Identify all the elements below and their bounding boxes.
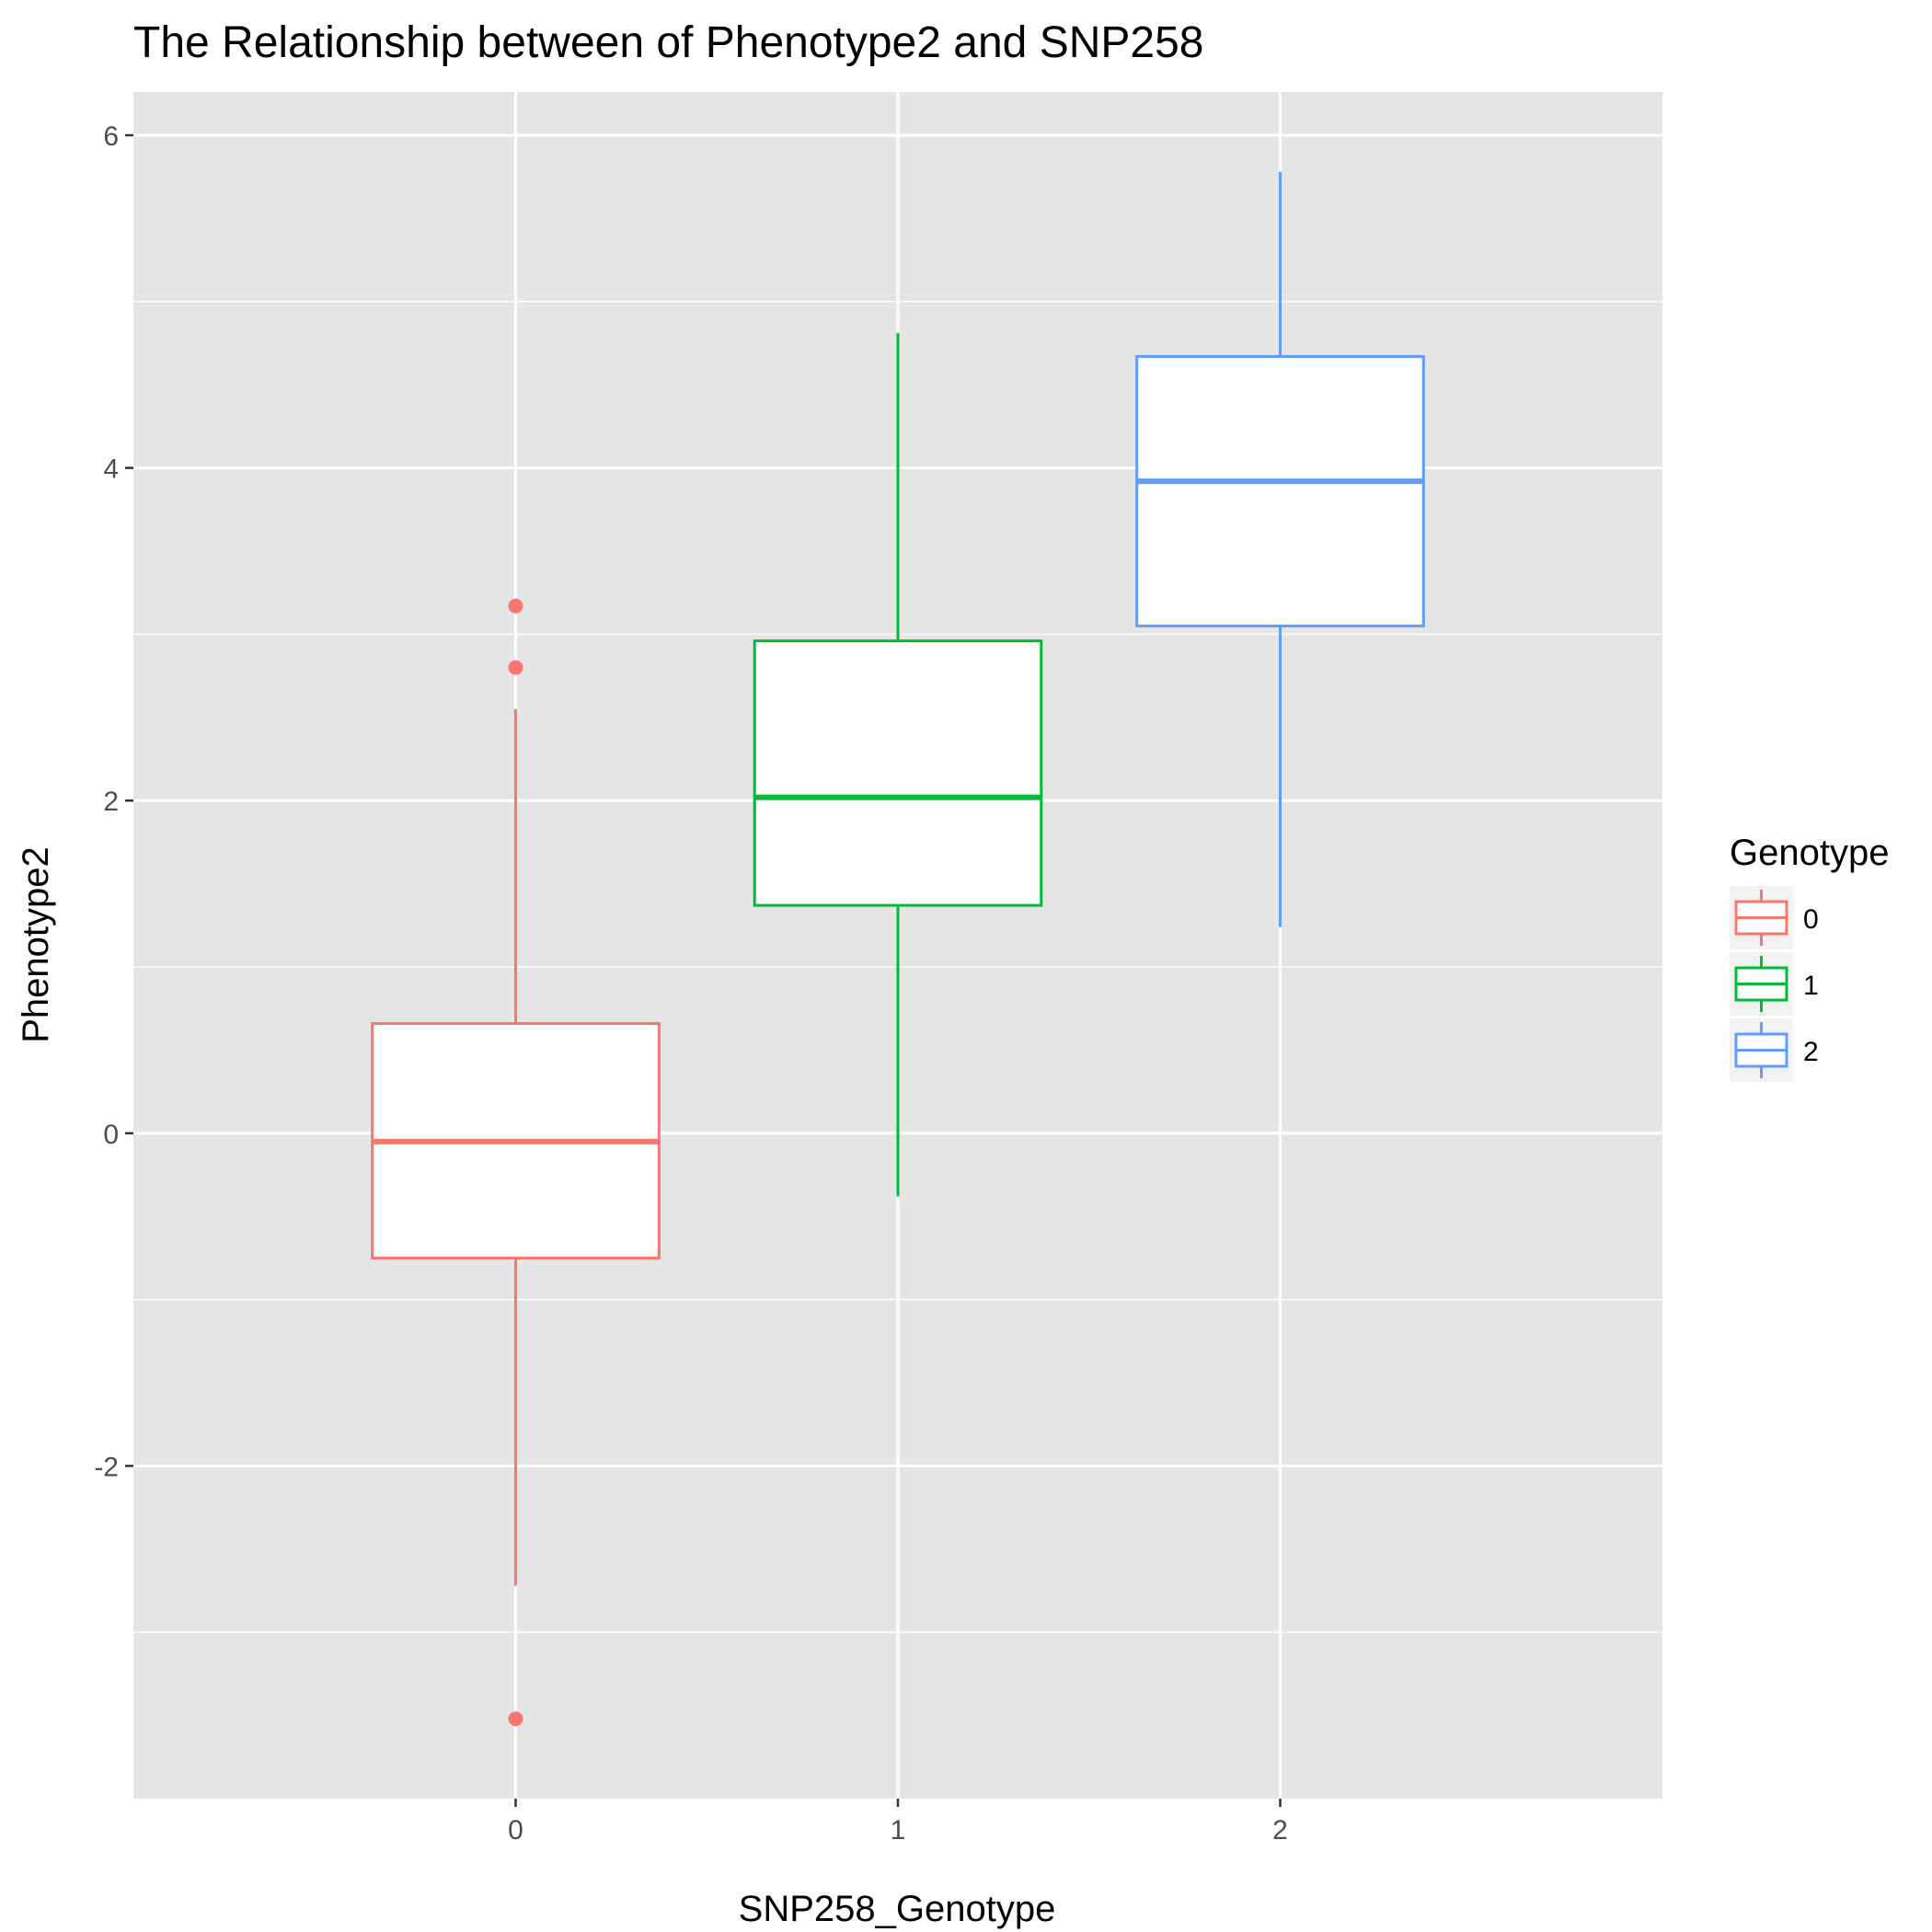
legend-title: Genotype bbox=[1730, 833, 1889, 873]
boxplot-genotype-2 bbox=[1135, 171, 1425, 927]
interquartile-box bbox=[753, 639, 1043, 907]
y-tick-label: 2 bbox=[103, 787, 119, 817]
y-tick-label: 4 bbox=[103, 454, 119, 485]
x-tick-label: 1 bbox=[891, 1815, 906, 1846]
outlier-point bbox=[508, 1711, 523, 1727]
legend-label: 0 bbox=[1803, 904, 1819, 935]
interquartile-box bbox=[1135, 354, 1425, 627]
legend-key-1 bbox=[1730, 952, 1793, 1016]
outlier-point bbox=[508, 660, 523, 675]
y-axis-label: Phenotype2 bbox=[16, 846, 56, 1043]
boxplots bbox=[371, 171, 1425, 1727]
y-tick-label: 6 bbox=[103, 121, 119, 152]
legend-label: 1 bbox=[1803, 971, 1819, 1001]
y-axis: -2 0 2 4 6 bbox=[94, 121, 133, 1482]
boxplot-genotype-1 bbox=[753, 333, 1043, 1197]
boxplot-genotype-0 bbox=[371, 598, 661, 1727]
chart-title: The Relationship between of Phenotype2 a… bbox=[133, 18, 1203, 67]
x-tick-label: 2 bbox=[1272, 1815, 1288, 1846]
legend-label: 2 bbox=[1803, 1037, 1819, 1067]
x-axis: 0 1 2 bbox=[508, 1799, 1288, 1846]
x-tick-label: 0 bbox=[508, 1815, 523, 1846]
legend-key-2 bbox=[1730, 1018, 1793, 1082]
outlier-point bbox=[508, 598, 523, 614]
y-tick-label: -2 bbox=[94, 1452, 119, 1482]
x-axis-label: SNP258_Genotype bbox=[739, 1889, 1056, 1929]
legend: Genotype 0 1 2 bbox=[1730, 833, 1889, 1082]
legend-key-0 bbox=[1730, 886, 1793, 949]
y-tick-label: 0 bbox=[103, 1120, 119, 1150]
